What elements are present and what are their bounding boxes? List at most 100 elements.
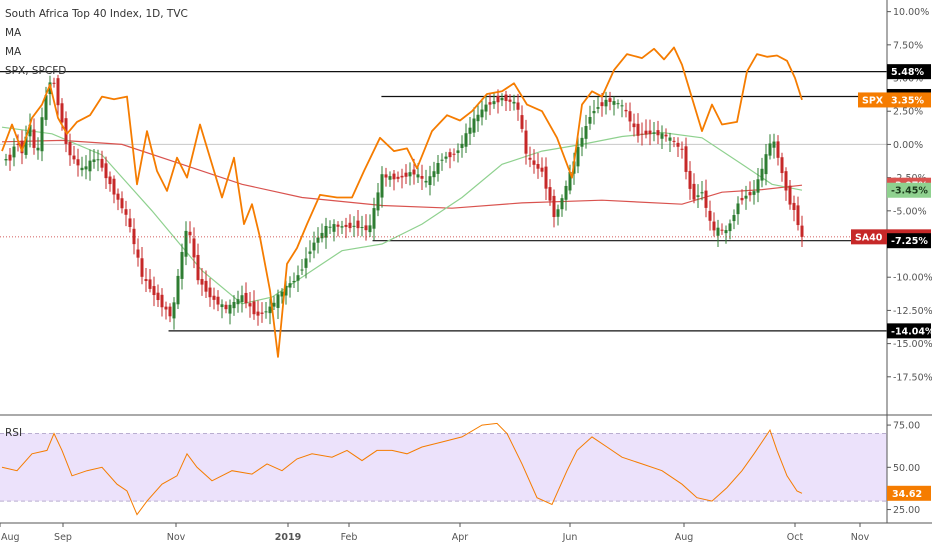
candle-body: [36, 147, 40, 151]
ma-fast-line[interactable]: [1, 126, 803, 305]
candle-body: [676, 142, 680, 147]
candle-body: [528, 157, 532, 160]
candle-body: [452, 153, 456, 155]
candle-body: [568, 171, 572, 191]
rsi-scale[interactable]: 75.00 50.00 25.00: [887, 421, 920, 516]
series-tag-label: SPX: [862, 95, 884, 106]
scale-tag-label: -14.04%: [891, 326, 932, 337]
candle-body: [756, 179, 760, 193]
candle-body: [336, 224, 340, 227]
candle-body: [412, 169, 416, 175]
candle-body: [192, 238, 196, 258]
candle-body: [376, 192, 380, 211]
candle-body: [392, 173, 396, 180]
candle-body: [648, 130, 652, 135]
candle-body: [460, 143, 464, 148]
x-tick-label: Jun: [562, 532, 578, 543]
candle-body: [668, 137, 672, 141]
price-scale-tags: 5.48%3.61%3.35%-3.07%-3.45%-6.96%-7.25%-…: [851, 64, 932, 501]
candle-body: [732, 215, 736, 222]
candle-body: [16, 143, 20, 145]
candle-body: [132, 228, 136, 245]
candle-body: [584, 126, 588, 139]
candle-body: [156, 292, 160, 301]
rsi-tick-label: 75.00: [893, 421, 920, 432]
x-tick-label: Apr: [452, 532, 469, 543]
candle-body: [292, 280, 296, 283]
candle-body: [712, 221, 716, 231]
candle-body: [596, 107, 600, 109]
rsi-band: [0, 433, 887, 502]
x-tick-label: Sep: [54, 532, 72, 543]
candle-body: [560, 198, 564, 210]
candle-body: [564, 185, 568, 200]
candle-body: [704, 190, 708, 208]
candle-body: [320, 232, 324, 239]
candle-body: [604, 99, 608, 107]
candle-body: [476, 114, 480, 122]
candle-body: [592, 110, 596, 114]
candle-body: [780, 157, 784, 174]
horizontal-levels: [0, 71, 887, 332]
candle-body: [368, 225, 372, 233]
candle-body: [8, 154, 12, 161]
rsi-value-tag: [887, 485, 931, 501]
candle-body: [220, 304, 224, 308]
candle-body: [556, 209, 560, 217]
candle-body: [160, 294, 164, 308]
candle-body: [508, 99, 512, 102]
candle-body: [552, 195, 556, 218]
candle-body: [308, 251, 312, 254]
candle-body: [356, 220, 360, 229]
spx-line[interactable]: [1, 46, 803, 358]
candle-body: [324, 225, 328, 238]
rsi-value-label: 34.62: [892, 489, 922, 500]
candle-body: [696, 195, 700, 197]
x-tick-label: Nov: [167, 532, 186, 543]
candle-body: [776, 141, 780, 158]
candle-body: [428, 176, 432, 185]
legend-compare[interactable]: SPX, SPCFD: [5, 65, 66, 77]
candle-body: [212, 295, 216, 300]
legend-rsi[interactable]: RSI: [5, 427, 22, 439]
candle-body: [92, 159, 96, 163]
candle-body: [800, 225, 804, 237]
candle-body: [400, 175, 404, 178]
scale-tag-ma_fast: [887, 182, 931, 198]
legend-ma-1[interactable]: MA: [5, 27, 22, 39]
candle-body: [724, 230, 728, 234]
time-scale[interactable]: Aug Sep Nov 2019 Feb Apr Jun Aug Oct Nov: [0, 523, 870, 543]
candle-body: [652, 132, 656, 134]
candle-body: [276, 294, 280, 308]
candles: [4, 74, 804, 330]
legend-ma-2[interactable]: MA: [5, 46, 22, 58]
candle-body: [504, 94, 508, 102]
candle-body: [116, 193, 120, 200]
y-tick-label: -17.50%: [893, 372, 932, 383]
series-tag-price: [851, 229, 887, 245]
candle-body: [300, 269, 304, 271]
candle-body: [492, 101, 496, 105]
candle-body: [228, 304, 232, 314]
y-tick-label: -10.00%: [893, 273, 932, 284]
candle-body: [520, 115, 524, 129]
candle-body: [708, 210, 712, 221]
candle-body: [576, 146, 580, 167]
candle-body: [244, 292, 248, 304]
candle-body: [664, 134, 668, 137]
scale-tag-label: 5.48%: [891, 67, 924, 78]
candle-body: [720, 229, 724, 231]
candle-body: [352, 225, 356, 227]
candle-body: [136, 249, 140, 258]
candle-body: [488, 102, 492, 105]
candle-body: [72, 155, 76, 160]
legend-title[interactable]: South Africa Top 40 Index, 1D, TVC: [5, 8, 188, 20]
candle-body: [272, 302, 276, 307]
rsi-series-line[interactable]: [1, 422, 803, 516]
candle-body: [364, 225, 368, 231]
candle-body: [284, 285, 288, 296]
x-tick-label: Aug: [675, 532, 694, 543]
candle-body: [168, 306, 172, 317]
candle-body: [312, 242, 316, 251]
